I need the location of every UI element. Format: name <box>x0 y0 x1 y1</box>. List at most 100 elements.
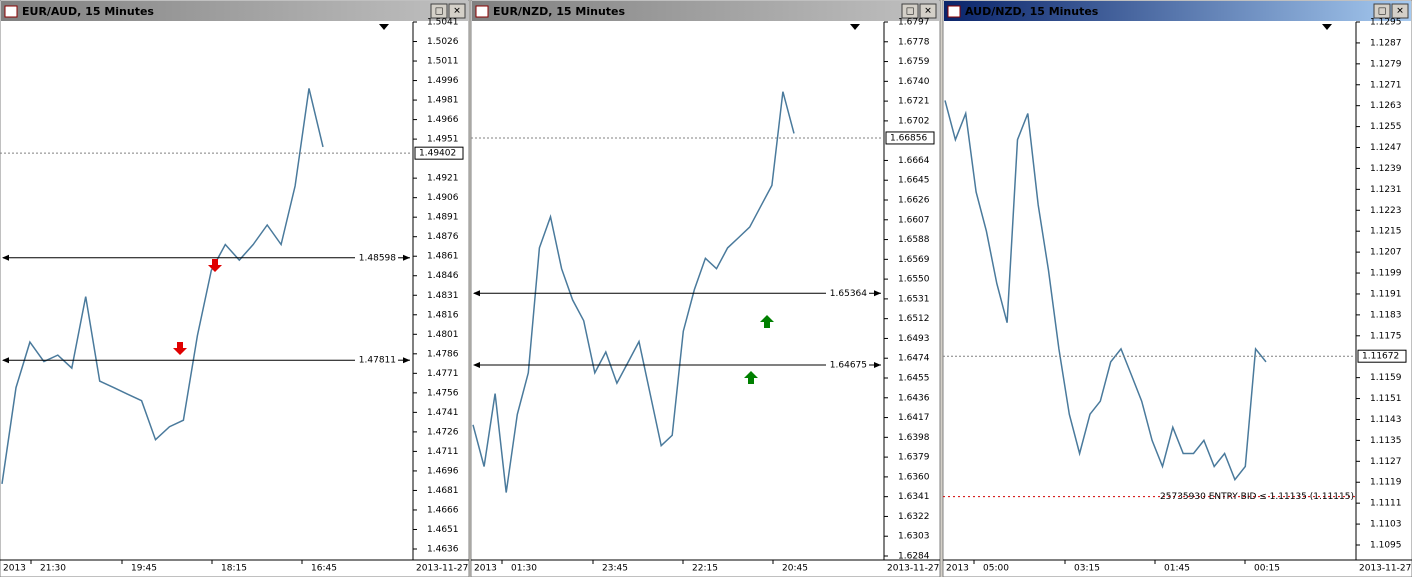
window-frame <box>0 0 470 577</box>
price-series <box>944 100 1267 482</box>
price-tick-label: 1.1295 <box>1370 18 1402 28</box>
time-label: 2013-11-27 <box>416 564 468 574</box>
chart-icon <box>4 5 18 18</box>
price-tick-label: 1.1263 <box>1370 101 1402 111</box>
price-tick-label: 1.4741 <box>427 408 459 418</box>
price-tick-label: 1.1103 <box>1370 520 1402 530</box>
price-tick-label: 1.6455 <box>898 374 930 384</box>
price-tick-label: 1.4756 <box>427 388 459 398</box>
time-label: 01:45 <box>1164 564 1190 574</box>
price-tick-label: 1.6759 <box>898 57 930 67</box>
window-frame <box>470 0 941 577</box>
window-title: AUD/NZD, 15 Minutes <box>965 5 1099 18</box>
maximize-button[interactable] <box>430 3 448 19</box>
close-button[interactable] <box>919 3 937 19</box>
price-tick-label: 1.1239 <box>1370 164 1402 174</box>
time-label: 18:15 <box>221 564 247 574</box>
price-tick-label: 1.5041 <box>427 18 459 28</box>
current-price-label: 1.66856 <box>890 133 927 143</box>
price-tick-label: 1.6588 <box>898 235 930 245</box>
price-series <box>472 91 795 493</box>
price-tick-label: 1.4726 <box>427 427 459 437</box>
maximize-button[interactable] <box>1373 3 1391 19</box>
price-tick-label: 1.6436 <box>898 393 930 403</box>
current-price-box <box>1357 349 1407 363</box>
price-tick-label: 1.4711 <box>427 447 459 457</box>
time-label: 03:15 <box>1074 564 1100 574</box>
trade-arrow <box>760 315 774 328</box>
maximize-button[interactable] <box>901 3 919 19</box>
price-tick-label: 1.5011 <box>427 57 459 67</box>
price-line-label: 1.64675 <box>830 360 867 370</box>
price-tick-label: 1.6512 <box>898 314 930 324</box>
price-tick-label: 1.1231 <box>1370 185 1402 195</box>
title-bar <box>944 1 1411 21</box>
window-frame <box>942 0 1412 577</box>
price-tick-label: 1.6360 <box>898 472 930 482</box>
time-label: 23:45 <box>602 564 628 574</box>
price-line-label: 1.48598 <box>359 253 396 263</box>
price-tick-label: 1.6531 <box>898 294 930 304</box>
chart-icon <box>947 5 961 18</box>
price-tick-label: 1.4876 <box>427 232 459 242</box>
price-tick-label: 1.6474 <box>898 354 930 364</box>
price-tick-label: 1.6626 <box>898 196 930 206</box>
time-label: 2013 <box>474 564 497 574</box>
price-tick-label: 1.1143 <box>1370 415 1402 425</box>
price-tick-label: 1.6664 <box>898 156 930 166</box>
price-tick-label: 1.6702 <box>898 116 930 126</box>
time-label: 2013-11-27 <box>887 564 939 574</box>
close-icon: ✕ <box>1396 7 1404 17</box>
maximize-icon: □ <box>1378 7 1387 17</box>
price-tick-label: 1.4786 <box>427 349 459 359</box>
price-tick-label: 1.1247 <box>1370 143 1402 153</box>
time-label: 2013 <box>3 564 26 574</box>
price-tick-label: 1.1199 <box>1370 269 1402 279</box>
price-tick-label: 1.6569 <box>898 255 930 265</box>
close-button[interactable] <box>1391 3 1409 19</box>
trade-arrow <box>208 259 222 272</box>
maximize-icon: □ <box>906 7 915 17</box>
price-tick-label: 1.1255 <box>1370 122 1402 132</box>
price-tick-label: 1.4921 <box>427 174 459 184</box>
window-title: EUR/NZD, 15 Minutes <box>493 5 625 18</box>
price-tick-label: 1.6740 <box>898 77 930 87</box>
price-tick-label: 1.6322 <box>898 512 930 522</box>
price-tick-label: 1.6607 <box>898 215 930 225</box>
price-tick-label: 1.4996 <box>427 76 459 86</box>
price-tick-label: 1.6493 <box>898 334 930 344</box>
price-tick-label: 1.1191 <box>1370 289 1402 299</box>
time-label: 2013-11-27 <box>1359 564 1411 574</box>
current-price-label: 1.11672 <box>1362 352 1399 362</box>
maximize-icon: □ <box>435 7 444 17</box>
price-tick-label: 1.4636 <box>427 545 459 555</box>
price-tick-label: 1.4651 <box>427 525 459 535</box>
trade-arrow <box>173 342 187 355</box>
chart-icon <box>475 5 489 18</box>
price-line-label: 1.65364 <box>830 289 867 299</box>
price-tick-label: 1.4666 <box>427 505 459 515</box>
price-tick-label: 1.1279 <box>1370 59 1402 69</box>
price-tick-label: 1.6721 <box>898 97 930 107</box>
price-tick-label: 1.4981 <box>427 96 459 106</box>
order-label: 25735930 ENTRY BID ≤ 1.11135 (1.11115) <box>1160 492 1354 502</box>
time-label: 22:15 <box>692 564 718 574</box>
title-bar <box>472 1 939 21</box>
time-label: 00:15 <box>1254 564 1280 574</box>
time-label: 2013 <box>946 564 969 574</box>
price-tick-label: 1.1095 <box>1370 541 1402 551</box>
time-label: 05:00 <box>983 564 1009 574</box>
current-price-box <box>414 146 464 160</box>
price-tick-label: 1.4681 <box>427 486 459 496</box>
close-icon: ✕ <box>924 7 932 17</box>
shift-marker <box>850 24 860 30</box>
close-button[interactable] <box>448 3 466 19</box>
trade-arrow <box>744 371 758 384</box>
price-tick-label: 1.4861 <box>427 252 459 262</box>
title-bar <box>1 1 468 21</box>
price-tick-label: 1.6284 <box>898 552 930 562</box>
price-tick-label: 1.6379 <box>898 453 930 463</box>
price-tick-label: 1.1151 <box>1370 394 1402 404</box>
time-label: 21:30 <box>40 564 66 574</box>
